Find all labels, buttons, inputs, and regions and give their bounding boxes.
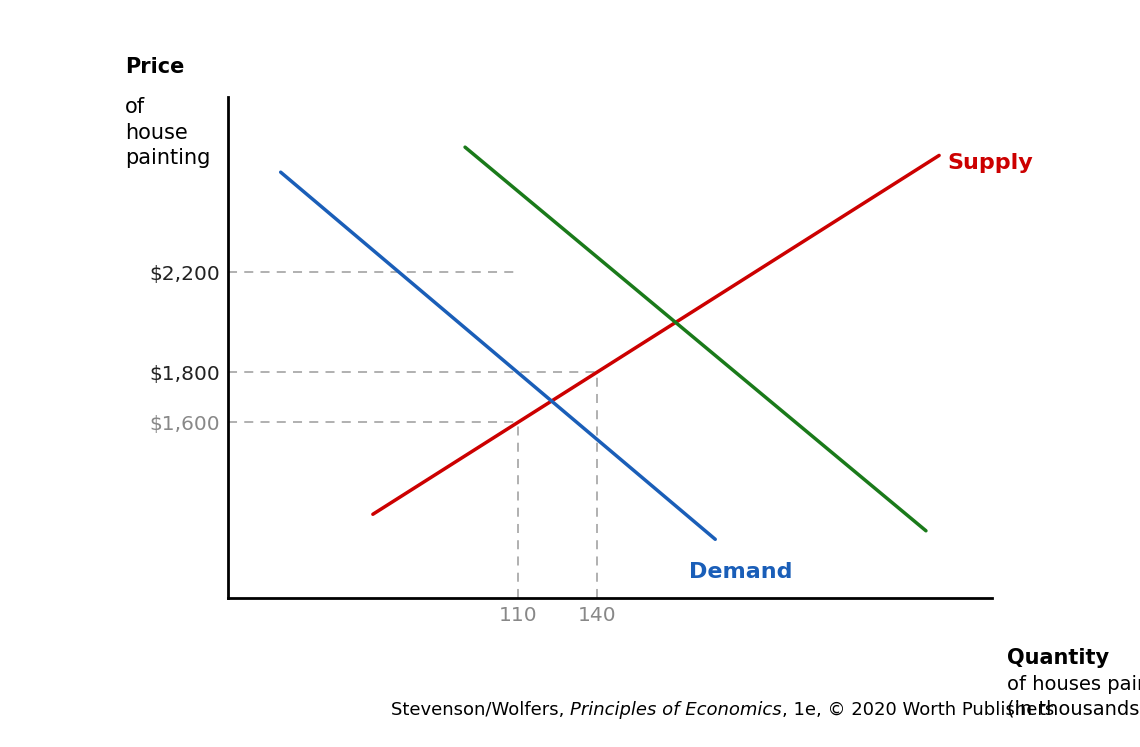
Text: Demand: Demand	[689, 562, 792, 582]
Text: Quantity: Quantity	[1007, 648, 1109, 668]
Text: Principles of Economics: Principles of Economics	[570, 701, 782, 719]
Text: Supply: Supply	[947, 153, 1033, 173]
Text: of houses painted
(in thousands): of houses painted (in thousands)	[1007, 675, 1140, 719]
Text: Price: Price	[125, 57, 185, 77]
Text: , 1e, © 2020 Worth Publishers: , 1e, © 2020 Worth Publishers	[782, 701, 1053, 719]
Text: Stevenson/Wolfers,: Stevenson/Wolfers,	[391, 701, 570, 719]
Text: of
house
painting: of house painting	[125, 97, 210, 168]
